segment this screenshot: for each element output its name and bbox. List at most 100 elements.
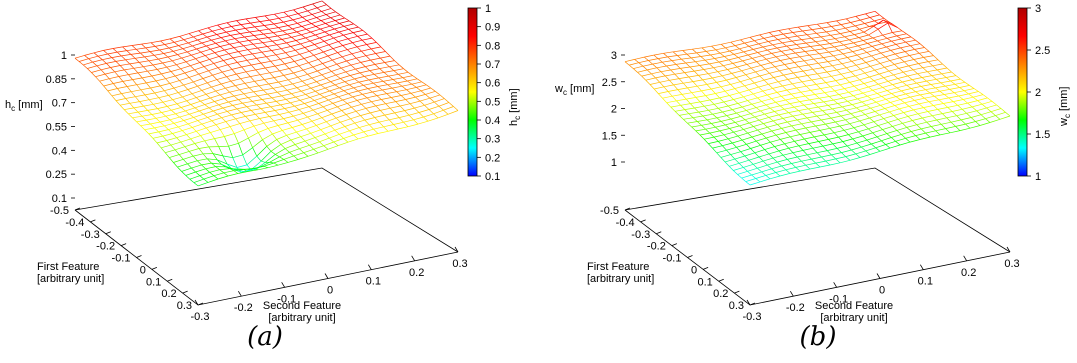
- mesh-line: [327, 52, 338, 57]
- mesh-line: [788, 145, 799, 149]
- mesh-line: [444, 98, 450, 103]
- mesh-line: [892, 30, 903, 33]
- mesh-line: [266, 139, 277, 147]
- mesh-line: [183, 117, 194, 121]
- mesh-line: [866, 104, 871, 109]
- mesh-line: [107, 90, 113, 97]
- mesh-line: [789, 170, 801, 174]
- mesh-line: [797, 156, 802, 162]
- mesh-line: [803, 68, 813, 72]
- mesh-line: [901, 134, 906, 139]
- mesh-line: [399, 114, 410, 118]
- mesh-line: [732, 109, 737, 114]
- mesh-line: [720, 121, 726, 126]
- mesh-line: [265, 154, 276, 163]
- mesh-line: [935, 128, 946, 132]
- mesh-line: [690, 57, 696, 62]
- colorbar-tick-label: 2: [1035, 87, 1041, 99]
- mesh-line: [827, 105, 833, 110]
- mesh-line: [844, 88, 850, 93]
- mesh-line: [219, 169, 225, 174]
- mesh-line: [955, 81, 966, 85]
- mesh-line: [261, 50, 272, 53]
- mesh-line: [320, 20, 326, 24]
- mesh-line: [699, 134, 705, 140]
- mesh-line: [171, 107, 182, 111]
- mesh-line: [860, 68, 866, 74]
- x-tick-label: -0.4: [65, 217, 84, 229]
- mesh-line: [342, 45, 348, 50]
- mesh-line: [298, 62, 309, 67]
- mesh-line: [201, 164, 206, 170]
- mesh-line: [680, 68, 685, 73]
- mesh-line: [347, 35, 358, 40]
- mesh-line: [284, 61, 295, 65]
- mesh-line: [956, 115, 962, 121]
- mesh-line: [385, 101, 396, 105]
- mesh-line: [858, 34, 869, 38]
- colorbar-title: hc [mm]: [508, 88, 522, 126]
- mesh-line: [363, 131, 369, 137]
- mesh-line: [385, 51, 391, 57]
- mesh-line: [320, 125, 331, 131]
- x-axis-title-line1: First Feature: [37, 261, 99, 273]
- mesh-line: [216, 76, 227, 80]
- mesh-line: [820, 36, 826, 41]
- mesh-line: [803, 104, 809, 110]
- mesh-line: [687, 87, 692, 93]
- mesh-line: [821, 26, 832, 29]
- mesh-line: [767, 161, 778, 166]
- mesh-line: [740, 36, 751, 41]
- mesh-line: [751, 136, 757, 142]
- mesh-line: [777, 124, 782, 129]
- mesh-line: [429, 97, 435, 103]
- mesh-line: [777, 159, 788, 163]
- mesh-line: [202, 153, 208, 160]
- mesh-line: [945, 77, 951, 82]
- mesh-line: [825, 38, 836, 41]
- mesh-line: [916, 80, 927, 84]
- mesh-line: [863, 37, 873, 41]
- mesh-line: [871, 98, 877, 103]
- mesh-line: [258, 38, 264, 43]
- mesh-line: [249, 118, 260, 122]
- mesh-line: [732, 63, 738, 68]
- mesh-line: [178, 42, 189, 46]
- mesh-line: [198, 30, 204, 35]
- x-tick-label: 0.2: [161, 288, 176, 300]
- mesh-line: [332, 45, 343, 49]
- mesh-line: [209, 59, 215, 64]
- mesh-line: [270, 106, 276, 111]
- mesh-line: [915, 91, 921, 96]
- mesh-line: [977, 100, 983, 105]
- mesh-line: [252, 147, 258, 157]
- mesh-line: [396, 91, 402, 96]
- mesh-line: [939, 132, 951, 136]
- mesh-line: [393, 68, 404, 71]
- mesh-line: [181, 167, 192, 172]
- x-tick-mark: [120, 243, 127, 246]
- mesh-line: [420, 87, 431, 92]
- mesh-line: [864, 23, 870, 27]
- mesh-line: [217, 175, 229, 180]
- mesh-line: [725, 88, 735, 92]
- mesh-line: [236, 164, 247, 168]
- mesh-line: [716, 115, 727, 119]
- mesh-line: [107, 53, 113, 58]
- mesh-line: [924, 47, 930, 52]
- mesh-line: [304, 47, 310, 52]
- mesh-line: [250, 110, 256, 115]
- mesh-line: [170, 141, 181, 146]
- mesh-line: [177, 92, 183, 98]
- mesh-line: [246, 58, 257, 61]
- mesh-line: [798, 108, 809, 111]
- mesh-line: [309, 51, 315, 56]
- mesh-line: [336, 114, 347, 119]
- mesh-line: [947, 104, 958, 108]
- mesh-line: [820, 88, 826, 93]
- mesh-line: [900, 99, 905, 104]
- mesh-line: [320, 81, 331, 86]
- mesh-line: [772, 44, 778, 49]
- mesh-line: [190, 62, 201, 67]
- mesh-line: [317, 67, 328, 72]
